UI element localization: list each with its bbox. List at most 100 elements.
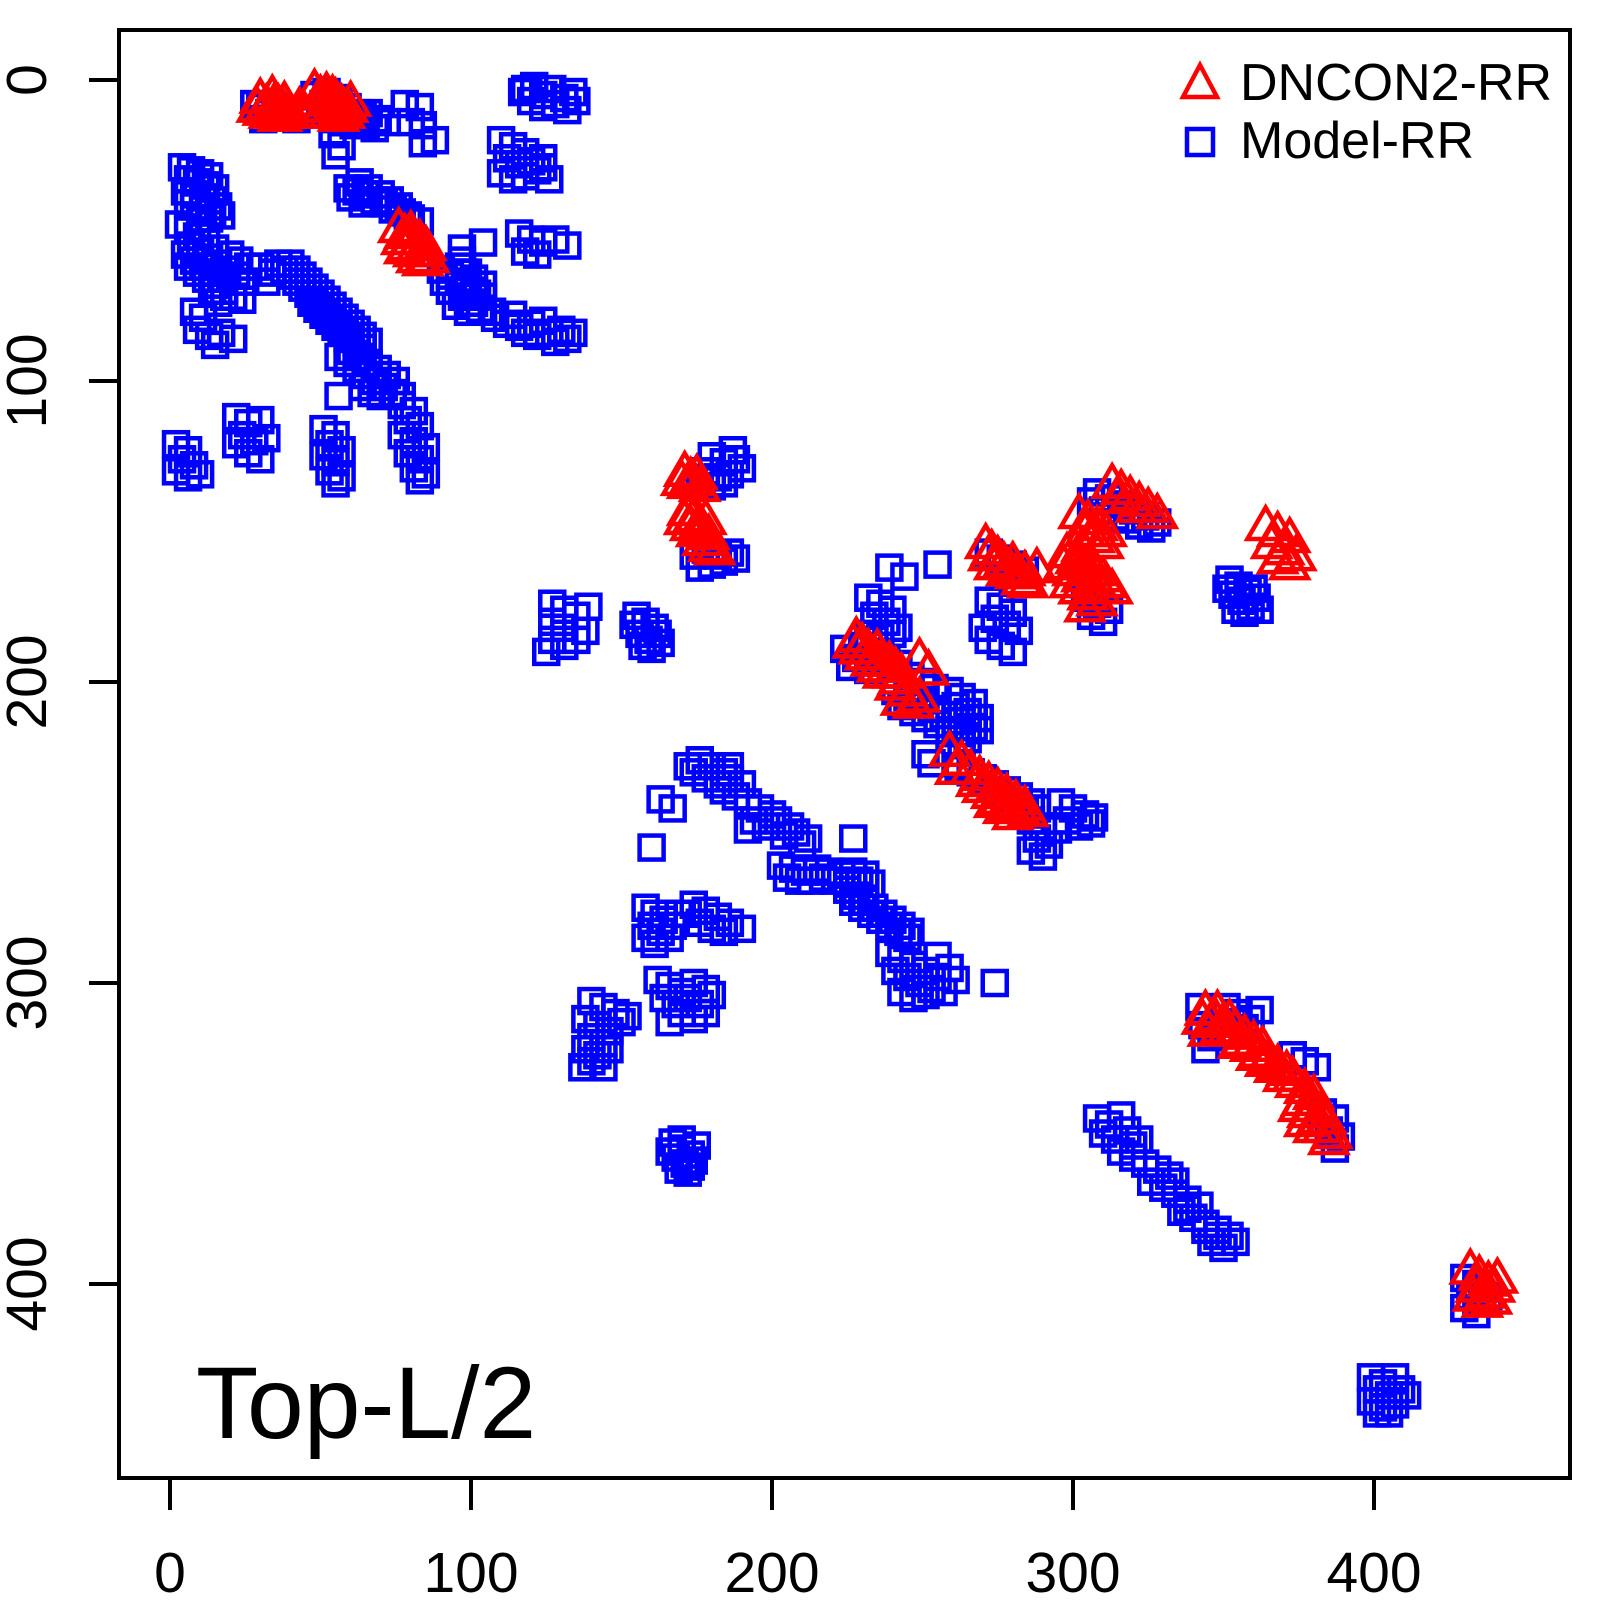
model-rr-square-marker [718, 435, 748, 465]
plot-border [117, 28, 1572, 1480]
dncon2-rr-triangle-marker [1234, 1032, 1279, 1071]
y-axis-tick-label: 0 [0, 64, 59, 96]
dncon2-rr-triangle-marker [235, 84, 280, 123]
model-rr-square-marker [200, 330, 230, 360]
model-rr-square-marker [185, 460, 215, 489]
model-rr-square-marker [941, 965, 970, 995]
dncon2-rr-triangle-marker [283, 90, 328, 129]
model-rr-square-marker [348, 189, 377, 218]
dncon2-rr-triangle-marker [319, 81, 364, 120]
model-rr-square-marker [375, 186, 404, 215]
plot-annotation-top-l2: Top-L/2 [196, 1346, 537, 1460]
model-rr-square-marker [619, 610, 648, 640]
model-rr-square-marker [679, 758, 708, 787]
model-rr-square-marker [1076, 809, 1106, 838]
model-rr-square-marker [733, 815, 763, 844]
dncon2-rr-triangle-marker [879, 677, 924, 716]
dncon2-rr-triangle-marker [1090, 566, 1135, 605]
model-rr-square-marker [637, 833, 666, 862]
model-rr-square-marker [447, 246, 477, 275]
dncon2-rr-triangle-marker [1252, 1044, 1297, 1084]
dncon2-rr-triangle-marker [1306, 1117, 1351, 1156]
dncon2-rr-triangle-marker [304, 69, 349, 108]
model-rr-square-marker [646, 628, 675, 658]
model-rr-square-marker [510, 74, 540, 104]
model-rr-square-marker [568, 1053, 597, 1082]
dncon2-rr-triangle-marker [1041, 542, 1087, 581]
dncon2-rr-triangle-marker [1096, 475, 1141, 515]
model-rr-square-marker [468, 228, 498, 257]
dncon2-rr-triangle-marker [831, 620, 876, 659]
model-rr-square-marker [1392, 1381, 1422, 1410]
model-rr-square-marker [793, 824, 823, 853]
model-rr-square-marker [1161, 1167, 1190, 1196]
dncon2-rr-triangle-marker [954, 758, 999, 798]
model-rr-square-marker [884, 917, 913, 947]
model-rr-square-marker [911, 980, 940, 1010]
dncon2-rr-triangle-marker [1090, 460, 1135, 500]
model-rr-square-marker [1221, 595, 1250, 625]
model-rr-square-marker [559, 318, 588, 348]
model-rr-square-marker [173, 252, 203, 281]
dncon2-rr-triangle-marker [1460, 1279, 1505, 1318]
model-rr-square-marker [1245, 995, 1274, 1025]
dncon2-rr-triangle-marker [1243, 1038, 1288, 1078]
dncon2-rr-triangle-marker [990, 791, 1035, 831]
model-rr-square-marker [875, 553, 904, 582]
model-rr-square-marker [682, 1131, 711, 1160]
dncon2-rr-triangle-marker [891, 680, 936, 719]
dncon2-rr-triangle-marker [662, 496, 707, 536]
model-rr-square-marker [571, 616, 600, 646]
model-rr-square-marker [405, 411, 435, 441]
dncon2-rr-triangle-marker [1062, 584, 1108, 623]
model-rr-square-marker [553, 95, 582, 125]
model-rr-square-marker [1212, 574, 1241, 603]
model-rr-square-marker [246, 405, 275, 435]
model-rr-square-marker [405, 92, 435, 122]
model-rr-square-marker [715, 752, 745, 781]
model-rr-square-marker [562, 86, 591, 116]
model-rr-square-marker [673, 899, 702, 929]
model-rr-square-marker [498, 300, 528, 330]
model-rr-square-marker [553, 231, 582, 260]
model-rr-square-marker [631, 923, 660, 953]
model-rr-square-marker [221, 429, 251, 459]
dncon2-rr-triangle-marker [1114, 484, 1159, 524]
model-rr-square-marker [321, 469, 350, 498]
model-rr-square-marker [327, 131, 356, 161]
dncon2-rr-triangle-marker [1249, 521, 1294, 560]
dncon2-rr-triangle-marker [1047, 560, 1093, 599]
legend-label-dncon2-rr: DNCON2-RR [1240, 54, 1552, 112]
model-rr-square-marker [890, 562, 919, 591]
model-rr-square-marker [528, 144, 558, 173]
dncon2-rr-triangle-marker [855, 626, 900, 665]
dncon2-rr-triangle-marker [1014, 545, 1059, 584]
y-axis-tick-label: 200 [0, 634, 59, 729]
series-dncon2-rr [235, 66, 1520, 1318]
dncon2-rr-triangle-marker [1475, 1255, 1520, 1294]
model-rr-square-marker [640, 929, 669, 959]
model-rr-square-marker [697, 980, 727, 1010]
dncon2-rr-triangle-marker [1002, 548, 1047, 587]
model-rr-square-marker [676, 1152, 705, 1181]
model-rr-square-marker [1079, 803, 1109, 832]
dncon2-rr-triangle-marker [906, 647, 951, 686]
legend-item-model-rr: Model-RR [1176, 114, 1552, 168]
model-rr-square-marker [1173, 1194, 1202, 1223]
dncon2-rr-triangle-marker [1195, 987, 1240, 1026]
model-rr-square-marker [535, 165, 564, 194]
x-axis-tick-label: 100 [423, 1541, 518, 1600]
model-rr-square-marker [589, 1053, 618, 1082]
model-rr-square-marker [1203, 1221, 1232, 1251]
model-rr-square-marker [1043, 815, 1073, 844]
model-rr-square-marker [562, 625, 591, 655]
triangle-icon [1179, 60, 1221, 100]
model-rr-square-marker [553, 324, 582, 354]
model-rr-square-marker [1236, 592, 1265, 621]
dncon2-rr-triangle-marker [1074, 578, 1120, 617]
dncon2-rr-triangle-marker [1291, 1104, 1336, 1144]
model-rr-square-marker [923, 941, 952, 971]
model-rr-square-marker [411, 460, 441, 489]
model-rr-square-marker [532, 637, 561, 667]
